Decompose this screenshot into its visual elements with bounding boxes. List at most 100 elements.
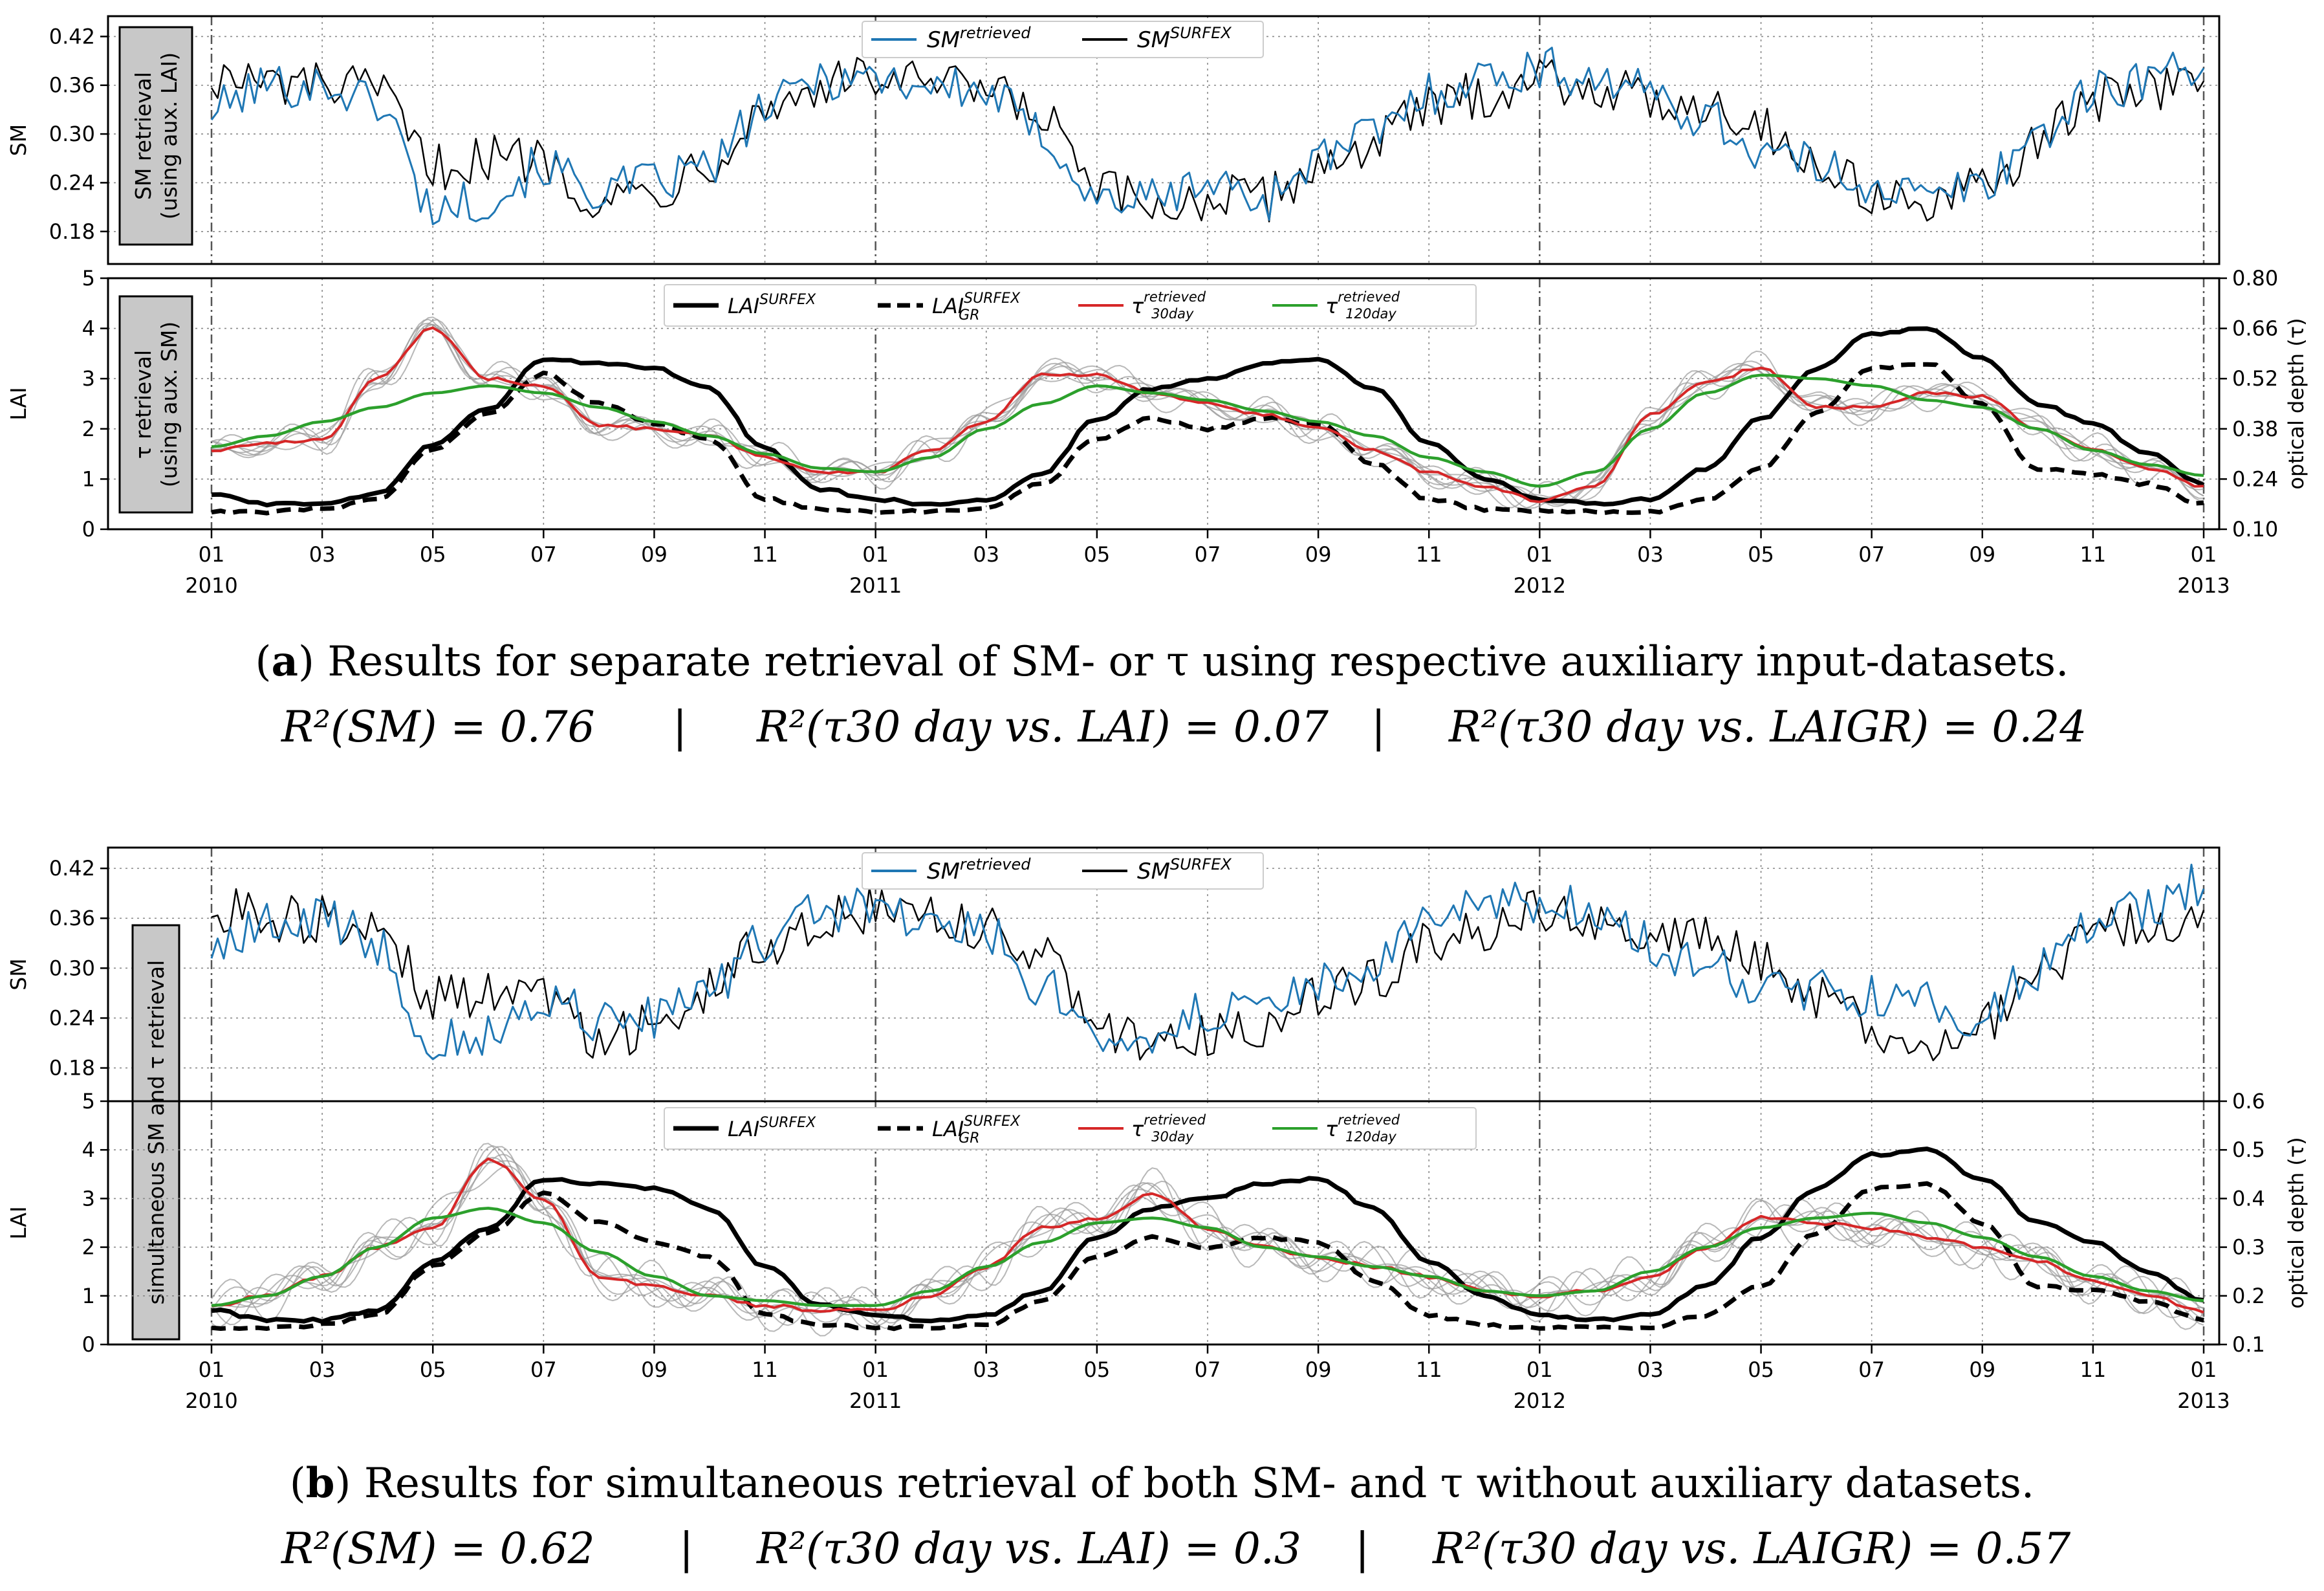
panel-b-x-axis-xtick-label-17: 11 — [2080, 1357, 2107, 1382]
panel-b-lai-ytick-right-label-4: 0.5 — [2232, 1137, 2265, 1162]
caption-b: (b) Results for simultaneous retrieval o… — [289, 1459, 2035, 1508]
panel-b-x-axis-xtick-label-1: 03 — [309, 1357, 336, 1382]
panel-a-lai-ytick-right-label-5: 0.80 — [2232, 266, 2278, 291]
panel-a-lai-ylabel-right: optical depth (τ) — [2284, 318, 2308, 489]
panel-a-lai-line-lai-gr — [211, 362, 2204, 516]
panel-a-lai-line-tau30 — [212, 326, 2204, 503]
panel-b-lai-legend-tau120-sup: retrieved — [1338, 1112, 1400, 1128]
panel-b-lai-line-tau120 — [211, 1207, 2204, 1308]
panel-a-x-axis-xtick-label-4: 09 — [641, 542, 668, 567]
panel-b-sm-legend-label-retrieved: SMretrieved — [927, 855, 1031, 884]
panel-a-lai-legend-label-tau30: τretrieved 30day — [1131, 289, 1206, 322]
panel-b-x-axis-xtick-label-3: 07 — [530, 1357, 557, 1382]
panel-b-sm-ytick-label-2: 0.30 — [49, 956, 95, 980]
panel-a-lai-ytick-right-label-2: 0.38 — [2232, 417, 2278, 441]
panel-a-lai-ylabel: LAI — [6, 387, 31, 420]
panel-a-sm-line-retrieved — [210, 47, 2205, 226]
panel-a-x-axis-xtick-label-15: 07 — [1858, 542, 1885, 567]
panel-b-lai-ytick-label-4: 4 — [82, 1137, 95, 1162]
panel-a-lai-ytick-label-2: 2 — [82, 417, 95, 441]
caption-a-sep-2: | — [1371, 702, 1386, 752]
panel-a-x-axis-xtick-label-0: 01 — [199, 542, 225, 567]
panel-a-lai-legend-lai-a: LAI — [728, 294, 759, 318]
panel-a-lai-legend-label-laigr: LAISURFEX GR — [932, 291, 1021, 324]
panel-b-x-axis-xtick-year-12: 2012 — [1514, 1388, 1566, 1413]
panel-b-lai-ytick-right-label-5: 0.6 — [2232, 1089, 2265, 1114]
panel-a-lai-label-line-1: (using aux. SM) — [157, 322, 182, 487]
panel-b-lai-legend-label-laigr: LAISURFEX GR — [932, 1114, 1021, 1147]
panel-a-sm-legend-sup-retrieved: retrieved — [960, 24, 1031, 42]
panel-a-lai-legend-laigr-a: LAI — [932, 294, 964, 318]
panel-b-x-axis-xtick-year-6: 2011 — [849, 1388, 902, 1413]
panel-a-lai-legend-tau120-sup: retrieved — [1338, 289, 1400, 305]
panel-b-lai-tau-plot: 0 1 2 3 4 5 0.1 0.2 0.3 0.4 0.5 0.6 LAI optical depth… — [6, 1089, 2308, 1357]
panel-a-sm-line-surfex — [210, 57, 2205, 223]
caption-a-r2-sm: R²(SM) = 0.76 — [281, 702, 595, 752]
panel-b-lai-legend-tau30-a: τ — [1131, 1117, 1144, 1141]
panel-b-lai-legend-tau120-a: τ — [1325, 1117, 1338, 1141]
panel-a-x-axis-xtick-label-17: 11 — [2080, 542, 2107, 567]
panel-b-lai-ytick-label-0: 0 — [82, 1332, 95, 1357]
panel-a-lai-ytick-right-label-3: 0.52 — [2232, 366, 2278, 391]
panel-a-lai-line-lai-surfex — [211, 326, 2205, 508]
panel-b-x-axis-xtick-label-11: 11 — [1416, 1357, 1442, 1382]
panel-a-x-axis-xtick-label-11: 11 — [1416, 542, 1442, 567]
caption-a-sep-1: | — [673, 702, 688, 752]
panel-a-lai-tau-plot: 0 1 2 3 4 5 0.10 0.24 0.38 0.52 0.66 0.80 LAI optical… — [6, 266, 2308, 542]
caption-a-letter: a — [271, 637, 298, 686]
caption-a-text: Results for separate retrieval of SM- or… — [327, 638, 2069, 686]
panel-a-x-axis-xtick-label-7: 03 — [973, 542, 999, 567]
panel-b-x-axis-xtick-label-12: 01 — [1526, 1357, 1553, 1382]
panel-a-x-axis-xtick-label-16: 09 — [1969, 542, 1995, 567]
panel-a-lai-frame — [107, 277, 2221, 531]
panel-b-lai-line-tau30 — [211, 1157, 2204, 1314]
panel-a-x-axis-xtick-label-6: 01 — [862, 542, 889, 567]
panel-b-lai-ytick-right-label-1: 0.2 — [2232, 1284, 2265, 1308]
panel-a-lai-ytick-right-label-0: 0.10 — [2232, 517, 2278, 542]
caption-a-r2-laigr: R²(τ30 day vs. LAIGR) = 0.24 — [1449, 702, 2087, 752]
panel-b-lai-legend-lai-a: LAI — [728, 1117, 759, 1141]
panel-a-lai-label-box — [118, 295, 193, 514]
panel-b-x-axis-xtick-label-5: 11 — [752, 1357, 778, 1382]
panel-b-sm-line-surfex — [211, 886, 2205, 1062]
panel-a-x-axis-xtick-label-3: 07 — [530, 542, 557, 567]
panel-a-lai-legend-tau120-sub: 120day — [1345, 306, 1396, 322]
panel-a-x-axis-xtick-year-0: 2010 — [185, 573, 237, 598]
panel-a-sm-ytick-label-4: 0.42 — [49, 24, 95, 49]
panel-a-sm-ytick-label-3: 0.36 — [49, 73, 95, 98]
panel-b-lai-ytick-label-1: 1 — [82, 1284, 95, 1308]
panel-a-sm-label-box — [118, 26, 193, 246]
panel-b-x-axis-xtick-label-13: 03 — [1637, 1357, 1664, 1382]
panel-b-x-axis-xtick-label-0: 01 — [199, 1357, 225, 1382]
panel-b-sm-ylabel: SM — [6, 958, 31, 990]
panel-a-x-axis-xtick-label-8: 05 — [1084, 542, 1111, 567]
panel-a-lai-ytick-label-3: 3 — [82, 366, 95, 391]
caption-a: (a) Results for separate retrieval of SM… — [255, 637, 2069, 686]
panel-b-sm-ytick-label-0: 0.18 — [49, 1056, 95, 1081]
panel-b-lai-ytick-label-5: 5 — [82, 1089, 95, 1114]
panel-a-lai-ensemble-member-1 — [211, 316, 2204, 503]
panel-b-lai-legend-box — [664, 1107, 1477, 1150]
panel-b-sm-legend-sm: SM — [927, 859, 960, 884]
panel-a-lai-legend-tau30-a: τ — [1131, 294, 1144, 318]
panel-b-sm-legend-sup-retrieved: retrieved — [960, 855, 1031, 873]
caption-b-text: Results for simultaneous retrieval of bo… — [364, 1460, 2035, 1508]
panel-a-lai-legend-lai-sup: SURFEX — [759, 292, 816, 308]
panel-b-sm-ytick-label-1: 0.24 — [49, 1005, 95, 1030]
panel-b-x-axis-xtick-year-18: 2013 — [2177, 1388, 2230, 1413]
panel-a-sm-legend-sup-surfex: SURFEX — [1170, 24, 1232, 42]
caption-b-sep-1: | — [679, 1524, 694, 1574]
panel-b-x-axis-xtick-label-15: 07 — [1858, 1357, 1885, 1382]
panel-b-x-axis-xtick-label-14: 05 — [1748, 1357, 1774, 1382]
panel-a-x-axis: 01 2010 03 05 07 09 11 01 2011 03 05 07 09 11 01 2012 03… — [185, 529, 2230, 598]
caption-b-sep-2: | — [1355, 1524, 1370, 1574]
panel-a-x-axis-xtick-label-10: 09 — [1305, 542, 1332, 567]
panel-b-x-axis-xtick-label-10: 09 — [1305, 1357, 1332, 1382]
panel-b-lai-legend-label-lai: LAISURFEX — [728, 1115, 816, 1141]
panel-a-lai-ytick-label-0: 0 — [82, 517, 95, 542]
panel-a-lai-ensemble-member-0 — [211, 324, 2204, 510]
panel-b-lai-ensemble-member-5 — [211, 1156, 2204, 1323]
panel-a-sm-legend-sm: SM — [927, 27, 960, 53]
